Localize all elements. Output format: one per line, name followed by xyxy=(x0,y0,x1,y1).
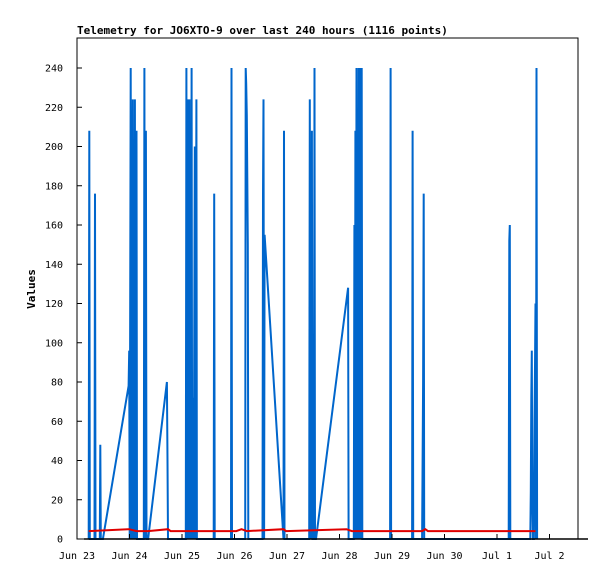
series-layer xyxy=(84,67,588,540)
y-tick-label: 160 xyxy=(45,221,63,232)
x-tick-label: Jun 27 xyxy=(269,551,305,562)
chart-title: Telemetry for JO6XTO-9 over last 240 hou… xyxy=(77,24,448,37)
y-tick-label: 100 xyxy=(45,338,63,349)
y-ticks: 0 20 40 60 80 100 120 140 160 180 200 220 240 xyxy=(45,64,82,546)
x-ticks: Jun 23 Jun 24 Jun 25 Jun 26 Jun 27 Jun 28 Jun … xyxy=(59,534,565,562)
y-tick-label: 120 xyxy=(45,299,63,310)
x-tick-label: Jun 23 xyxy=(59,551,95,562)
x-tick-label: Jun 29 xyxy=(374,551,410,562)
y-tick-label: 20 xyxy=(51,495,63,506)
y-tick-label: 60 xyxy=(51,417,63,428)
series-line-1 xyxy=(88,528,536,533)
x-tick-label: Jun 30 xyxy=(426,551,462,562)
y-tick-label: 40 xyxy=(51,456,63,467)
y-tick-label: 0 xyxy=(57,535,63,546)
y-axis-label: Values xyxy=(25,269,38,309)
x-tick-label: Jun 28 xyxy=(321,551,357,562)
plot-frame xyxy=(76,37,579,540)
y-tick-label: 140 xyxy=(45,260,63,271)
y-tick-label: 80 xyxy=(51,378,63,389)
series-line-0 xyxy=(87,67,539,540)
x-tick-label: Jul 1 xyxy=(482,551,512,562)
y-tick-label: 180 xyxy=(45,181,63,192)
x-tick-label: Jun 26 xyxy=(216,551,252,562)
y-tick-label: 240 xyxy=(45,64,63,75)
x-tick-label: Jun 24 xyxy=(111,551,147,562)
x-tick-label: Jul 2 xyxy=(534,551,564,562)
x-tick-label: Jun 25 xyxy=(164,551,200,562)
y-tick-label: 220 xyxy=(45,103,63,114)
y-tick-label: 200 xyxy=(45,142,63,153)
